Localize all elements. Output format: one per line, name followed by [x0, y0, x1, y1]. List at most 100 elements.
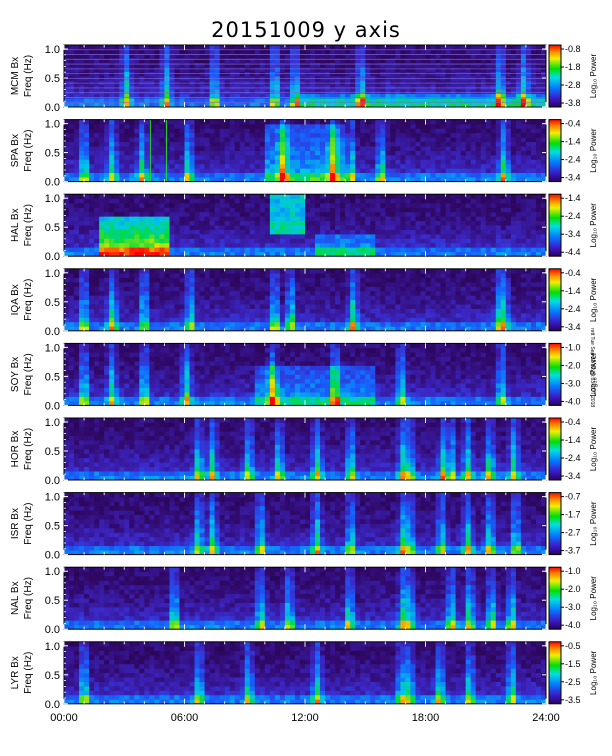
- spectrogram-cell: [505, 128, 512, 134]
- spectrogram-cell: [264, 220, 271, 226]
- spectrogram-cell: [104, 321, 110, 327]
- spectrogram-cell: [380, 98, 386, 103]
- spectrogram-cell: [239, 290, 246, 296]
- spectrogram-cell: [400, 137, 406, 143]
- spectrogram-cell: [189, 234, 195, 239]
- spectrogram-cell: [455, 124, 461, 129]
- spectrogram-cell: [405, 242, 411, 248]
- spectrogram-cell: [99, 58, 105, 64]
- spectrogram-cell: [204, 216, 210, 222]
- spectrogram-cell: [164, 277, 170, 283]
- spectrogram-cell: [365, 62, 371, 68]
- spectrogram-cell: [325, 62, 331, 68]
- spectrogram-cell: [475, 141, 482, 147]
- spectrogram-cell: [355, 53, 361, 59]
- spectrogram-cell: [355, 177, 361, 182]
- spectrogram-cell: [144, 198, 150, 204]
- spectrogram-cell: [154, 220, 160, 226]
- spectrogram-cell: [520, 98, 527, 103]
- spectrogram-cell: [340, 159, 346, 165]
- spectrogram-cell: [229, 159, 236, 165]
- spectrogram-cell: [94, 89, 100, 95]
- spectrogram-cell: [515, 146, 522, 151]
- spectrogram-cell: [154, 62, 160, 68]
- spectrogram-cell: [144, 225, 150, 230]
- spectrogram-cell: [99, 67, 105, 72]
- spectrogram-cell: [370, 137, 376, 143]
- spectrogram-cell: [64, 93, 70, 99]
- spectrogram-cell: [505, 45, 512, 50]
- spectrogram-cell: [520, 247, 527, 253]
- spectrogram-cell: [430, 49, 436, 55]
- spectrogram-cell: [209, 234, 215, 239]
- spectrogram-cell: [149, 194, 155, 199]
- spectrogram-cell: [385, 84, 391, 90]
- spectrogram-cell: [179, 220, 185, 226]
- spectrogram-cell: [485, 203, 492, 208]
- spectrogram-cell: [219, 93, 225, 99]
- spectrogram-cell: [64, 53, 70, 59]
- spectrogram-cell: [450, 62, 456, 68]
- spectrogram-cell: [139, 304, 145, 309]
- spectrogram-cell: [184, 299, 190, 305]
- spectrogram-cell: [515, 163, 522, 169]
- spectrogram-cell: [325, 146, 331, 151]
- spectrogram-cell: [89, 220, 95, 226]
- spectrogram-cell: [119, 282, 125, 287]
- spectrogram-cell: [194, 286, 200, 292]
- spectrogram-cell: [460, 172, 466, 178]
- spectrogram-cell: [530, 67, 537, 72]
- spectrogram-cell: [315, 119, 321, 125]
- spectrogram-cell: [460, 168, 466, 174]
- spectrogram-cell: [310, 295, 316, 301]
- spectrogram-cell: [465, 198, 471, 204]
- spectrogram-cell: [360, 168, 366, 174]
- spectrogram-cell: [500, 119, 507, 125]
- spectrogram-cell: [139, 299, 145, 305]
- spectrogram-cell: [435, 98, 441, 103]
- colorbar-tick-label: -3.8: [565, 98, 581, 108]
- spectrogram-cell: [74, 234, 80, 239]
- spectrogram-cell: [109, 211, 115, 217]
- spectrogram-cell: [149, 251, 155, 257]
- spectrogram-cell: [249, 177, 256, 182]
- spectrogram-cell: [224, 159, 230, 165]
- spectrogram-cell: [84, 172, 90, 178]
- spectrogram-cell: [64, 128, 70, 134]
- spectrogram-cell: [114, 150, 120, 156]
- spectrogram-cell: [184, 238, 190, 244]
- spectrogram-cell: [144, 268, 150, 274]
- spectrogram-cell: [179, 225, 185, 230]
- spectrogram-cell: [505, 141, 512, 147]
- spectrogram-cell: [234, 67, 241, 72]
- spectrogram-cell: [259, 53, 266, 59]
- spectrogram-cell: [224, 177, 230, 182]
- spectrogram-cell: [179, 67, 185, 72]
- spectrogram-cell: [114, 273, 120, 278]
- spectrogram-cell: [305, 98, 311, 103]
- spectrogram-cell: [169, 124, 175, 129]
- spectrogram-cell: [214, 155, 220, 160]
- spectrogram-cell: [259, 194, 266, 199]
- spectrogram-cell: [179, 299, 185, 305]
- spectrogram-cell: [440, 45, 446, 50]
- spectrogram-cell: [199, 273, 205, 278]
- spectrogram-cell: [360, 132, 366, 138]
- spectrogram-cell: [495, 132, 502, 138]
- spectrogram-cell: [284, 304, 291, 309]
- spectrogram-cell: [234, 220, 241, 226]
- spectrogram-cell: [124, 290, 130, 296]
- spectrogram-cell: [535, 84, 542, 90]
- spectrogram-cell: [340, 155, 346, 160]
- spectrogram-cell: [510, 93, 517, 99]
- spectrogram-cell: [535, 220, 542, 226]
- spectrogram-cell: [370, 45, 376, 50]
- spectrogram-cell: [370, 93, 376, 99]
- spectrogram-cell: [289, 132, 296, 138]
- spectrogram-cell: [520, 234, 527, 239]
- spectrogram-cell: [239, 102, 246, 108]
- spectrogram-cell: [204, 225, 210, 230]
- spectrogram-cell: [455, 67, 461, 72]
- spectrogram-cell: [350, 93, 356, 99]
- spectrogram-cell: [330, 89, 336, 95]
